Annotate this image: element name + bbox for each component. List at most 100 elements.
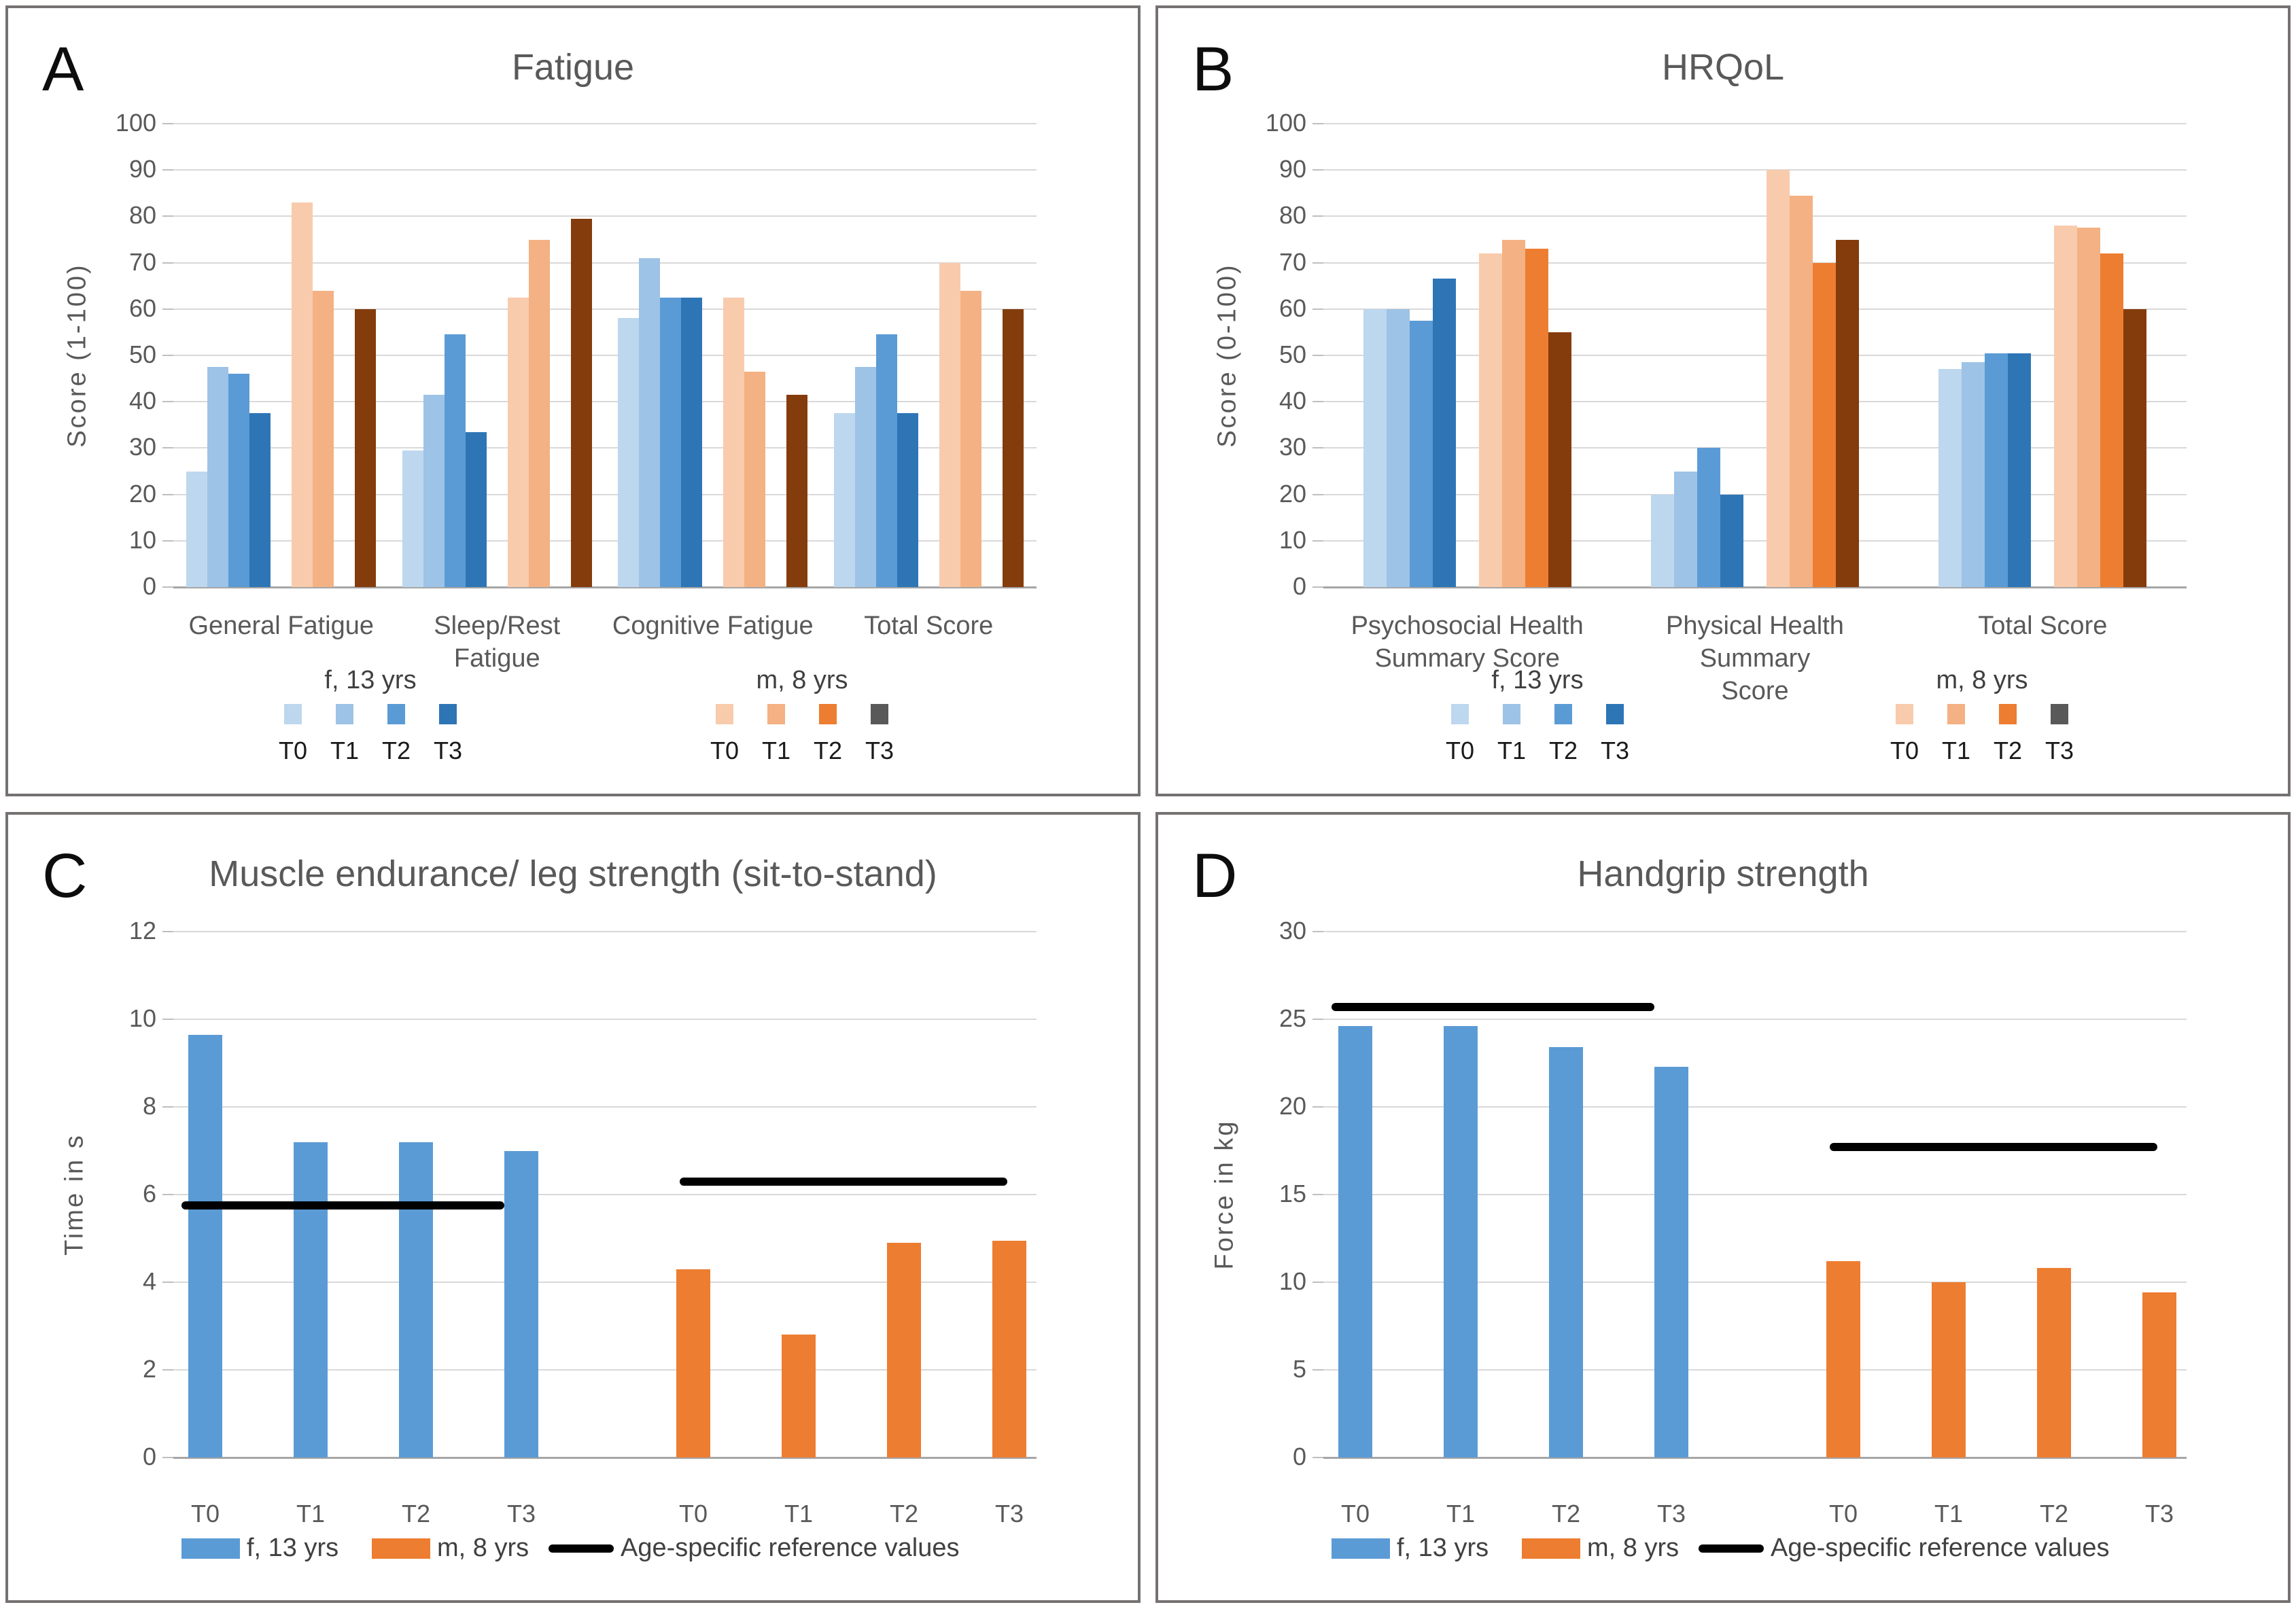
y-tick-label: 0: [142, 572, 156, 600]
gridline: [173, 931, 1037, 932]
gridline: [1323, 1019, 2187, 1020]
legend-timepoint-label: T1: [1497, 737, 1526, 764]
legend-timepoint-label: T0: [710, 737, 739, 764]
x-tick-label: T3: [994, 1500, 1024, 1527]
bar: [228, 374, 250, 587]
y-tick-mark: [1312, 308, 1323, 310]
bar: [1002, 308, 1024, 587]
bar: [1651, 494, 1674, 587]
bar: [186, 471, 208, 587]
legend-label: Age-specific reference values: [1771, 1534, 2110, 1562]
bar: [188, 1034, 222, 1458]
legend-line-swatch: [549, 1544, 614, 1553]
bar: [1720, 494, 1743, 587]
x-tick-label: T0: [1828, 1500, 1858, 1527]
y-tick-label: 40: [1279, 387, 1306, 415]
bar: [1813, 262, 1836, 587]
legend-timepoint-label: T3: [2045, 737, 2074, 764]
legend-timepoint-label: T0: [1445, 737, 1474, 764]
gridline: [173, 308, 1037, 310]
y-tick-label: 20: [1279, 1092, 1306, 1120]
category-label: Physical Health Summary Score: [1611, 610, 1898, 707]
bar: [1985, 353, 2008, 587]
legend-timepoint-label: T2: [1548, 737, 1578, 764]
bar: [676, 1269, 710, 1458]
bar: [2142, 1292, 2176, 1458]
x-tick-label: T2: [2039, 1500, 2068, 1527]
bar: [992, 1240, 1026, 1458]
bar: [1549, 1047, 1583, 1458]
panel-handgrip-strength: D Handgrip strength Force in kg 0 5 10 15 20…: [1155, 812, 2291, 1603]
bar: [504, 1150, 538, 1458]
bar: [1409, 320, 1433, 587]
category-label: Cognitive Fatigue: [605, 610, 821, 642]
y-tick-label: 2: [142, 1355, 156, 1383]
chart-title: Muscle endurance/ leg strength (sit-to-s…: [209, 853, 937, 894]
bar: [660, 297, 682, 587]
y-tick-mark: [162, 493, 173, 495]
bar: [782, 1335, 816, 1458]
bar: [1501, 239, 1525, 587]
gridline: [173, 493, 1037, 495]
gridline: [1323, 540, 2187, 542]
y-tick-mark: [162, 931, 173, 932]
gridline: [173, 1106, 1037, 1108]
y-tick-label: 20: [1279, 479, 1306, 508]
gridline: [173, 1369, 1037, 1371]
y-tick-mark: [1312, 493, 1323, 495]
gridline: [1323, 355, 2187, 356]
legend-swatch: [1896, 704, 1913, 724]
bar: [528, 239, 550, 587]
y-tick-mark: [162, 262, 173, 264]
bar: [1674, 471, 1697, 587]
y-tick-label: 0: [142, 1443, 156, 1470]
gridline: [173, 262, 1037, 264]
bar: [1697, 448, 1720, 587]
x-tick-label: T3: [2144, 1500, 2174, 1527]
category-label-line: Total Score: [864, 612, 994, 640]
y-tick-label: 20: [128, 479, 156, 508]
category-label-line: Total Score: [1978, 612, 2108, 640]
bar: [399, 1142, 433, 1458]
y-tick-label: 10: [1279, 525, 1306, 554]
category-label-line: Summary Score: [1374, 644, 1560, 673]
gridline: [1323, 401, 2187, 403]
x-tick-label: T2: [1551, 1500, 1580, 1527]
legend-swatch: [871, 704, 888, 724]
gridline: [173, 586, 1037, 588]
y-tick-label: 30: [1279, 433, 1306, 461]
bar: [2100, 253, 2124, 587]
reference-line: [1830, 1143, 2157, 1152]
legend-swatch: [767, 704, 785, 724]
legend-item-f: f, 13 yrs: [1332, 1534, 1489, 1563]
bar: [2037, 1268, 2071, 1458]
legend-timepoint-label: T3: [1600, 737, 1629, 764]
bar: [939, 262, 960, 587]
y-tick-mark: [162, 401, 173, 403]
x-tick-label: T0: [1340, 1500, 1370, 1527]
x-tick-label: T1: [784, 1500, 813, 1527]
panel-letter: D: [1192, 841, 1238, 911]
category-label: Total Score: [1899, 610, 2187, 642]
x-tick-label: T1: [296, 1500, 325, 1527]
legend-swatch: [181, 1538, 240, 1559]
y-tick-label: 80: [128, 201, 156, 230]
gridline: [1323, 215, 2187, 217]
bar: [1338, 1026, 1372, 1458]
bar: [744, 371, 766, 587]
bar: [207, 367, 229, 587]
y-tick-mark: [1312, 215, 1323, 217]
bar: [465, 431, 487, 587]
legend-swatch: [1332, 1538, 1390, 1559]
gridline: [173, 401, 1037, 403]
bar: [897, 413, 918, 587]
panel-letter: C: [42, 841, 88, 911]
y-tick-mark: [1312, 1194, 1323, 1195]
category-label-line: General Fatigue: [188, 612, 375, 640]
y-tick-mark: [1312, 262, 1323, 264]
legend-swatch: [1947, 704, 1965, 724]
gridline: [1323, 1282, 2187, 1283]
y-tick-label: 100: [115, 109, 156, 137]
bar: [507, 297, 529, 587]
